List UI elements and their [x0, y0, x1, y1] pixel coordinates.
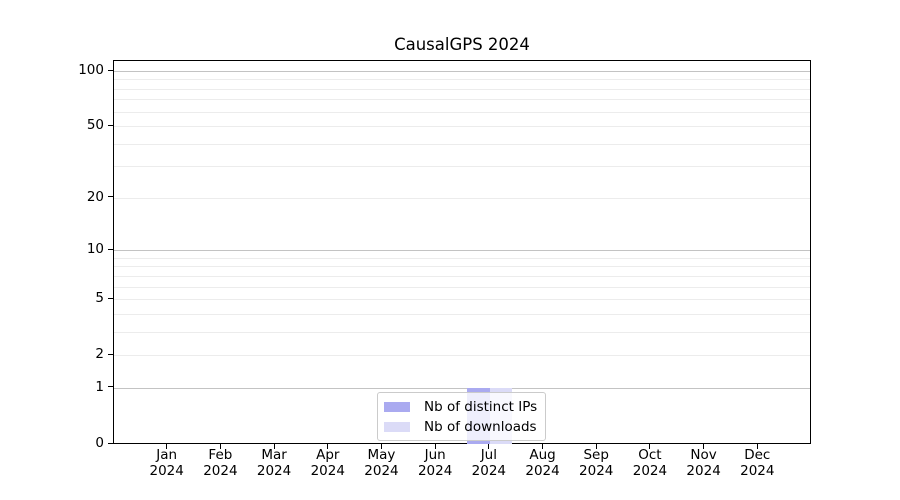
x-tick-year: 2024 [740, 462, 775, 479]
x-tick-label: Mar 2024 [256, 447, 292, 479]
legend-label-downloads: Nb of downloads [424, 418, 537, 435]
legend-entry-downloads: Nb of downloads [384, 418, 537, 435]
y-tick-label: 100 [78, 62, 104, 78]
x-tick-mark [595, 444, 597, 449]
y-tick-mark [108, 248, 113, 250]
x-tick-label: May 2024 [364, 447, 399, 479]
x-tick-label: Feb 2024 [203, 447, 238, 479]
x-tick-year: 2024 [417, 462, 453, 479]
x-tick-year: 2024 [149, 462, 184, 479]
y-tick-mark [108, 124, 113, 126]
x-tick-month: Jan [156, 447, 178, 463]
minor-gridline [114, 257, 810, 259]
major-gridline [114, 387, 810, 389]
y-tick-label: 1 [95, 378, 104, 395]
x-tick-year: 2024 [203, 462, 238, 479]
y-tick-mark [108, 353, 113, 355]
y-tick-label: 2 [95, 346, 104, 363]
x-tick-mark [703, 444, 705, 449]
y-tick-mark [108, 69, 113, 71]
legend-swatch-distinct-ips [384, 401, 410, 412]
x-tick-label: Oct 2024 [632, 447, 668, 479]
x-tick-mark [434, 444, 436, 449]
minor-gridline [114, 286, 810, 288]
x-tick-label: Jun 2024 [417, 447, 453, 479]
chart-title: CausalGPS 2024 [394, 35, 530, 54]
x-tick-label: Jul 2024 [471, 447, 507, 479]
x-tick-mark [488, 444, 490, 449]
major-gridline [114, 250, 810, 252]
x-tick-month: Feb [208, 447, 233, 463]
minor-gridline [114, 79, 810, 81]
plot-area [113, 60, 811, 444]
legend-label-distinct-ips: Nb of distinct IPs [424, 398, 538, 415]
x-tick-year: 2024 [686, 462, 721, 479]
minor-gridline [114, 355, 810, 357]
x-tick-label: Aug 2024 [525, 447, 560, 479]
minor-gridline [114, 143, 810, 145]
minor-gridline [114, 275, 810, 277]
x-tick-month: Jun [424, 447, 446, 463]
minor-gridline [114, 299, 810, 301]
y-tick-mark [108, 297, 113, 299]
x-tick-mark [273, 444, 275, 449]
x-tick-month: Apr [316, 447, 340, 463]
y-tick-label: 50 [86, 117, 104, 134]
x-tick-mark [756, 444, 758, 449]
minor-gridline [114, 88, 810, 90]
x-tick-month: Nov [690, 447, 717, 463]
x-tick-year: 2024 [310, 462, 345, 479]
x-tick-year: 2024 [579, 462, 614, 479]
x-tick-mark [542, 444, 544, 449]
legend: Nb of distinct IPs Nb of downloads [377, 392, 547, 441]
x-tick-label: Nov 2024 [686, 447, 721, 479]
x-tick-month: Jul [480, 447, 497, 463]
y-tick-label: 20 [86, 188, 104, 205]
minor-gridline [114, 111, 810, 113]
y-tick-mark [108, 442, 113, 444]
y-tick-label: 10 [86, 241, 104, 258]
x-tick-label: Dec 2024 [740, 447, 775, 479]
legend-swatch-downloads [384, 421, 410, 432]
x-tick-mark [649, 444, 651, 449]
x-tick-month: Oct [638, 447, 662, 463]
x-tick-label: Apr 2024 [310, 447, 345, 479]
x-tick-year: 2024 [471, 462, 507, 479]
minor-gridline [114, 331, 810, 333]
x-tick-label: Jan 2024 [149, 447, 184, 479]
y-tick-mark [108, 386, 113, 388]
minor-gridline [114, 99, 810, 101]
x-tick-mark [380, 444, 382, 449]
x-tick-month: Dec [744, 447, 771, 463]
x-tick-mark [327, 444, 329, 449]
y-tick-mark [108, 196, 113, 198]
minor-gridline [114, 313, 810, 315]
x-tick-label: Sep 2024 [579, 447, 614, 479]
x-tick-year: 2024 [256, 462, 292, 479]
x-tick-month: Mar [261, 447, 287, 463]
y-tick-label: 0 [95, 435, 104, 451]
minor-gridline [114, 266, 810, 268]
x-tick-year: 2024 [525, 462, 560, 479]
x-tick-month: May [367, 447, 396, 463]
legend-entry-distinct-ips: Nb of distinct IPs [384, 398, 537, 415]
y-tick-label: 5 [95, 290, 104, 307]
minor-gridline [114, 166, 810, 168]
x-tick-mark [219, 444, 221, 449]
x-tick-month: Sep [583, 447, 609, 463]
x-tick-mark [166, 444, 168, 449]
x-tick-month: Aug [529, 447, 556, 463]
minor-gridline [114, 126, 810, 128]
x-tick-year: 2024 [364, 462, 399, 479]
minor-gridline [114, 197, 810, 199]
x-tick-year: 2024 [632, 462, 668, 479]
major-gridline [114, 71, 810, 72]
